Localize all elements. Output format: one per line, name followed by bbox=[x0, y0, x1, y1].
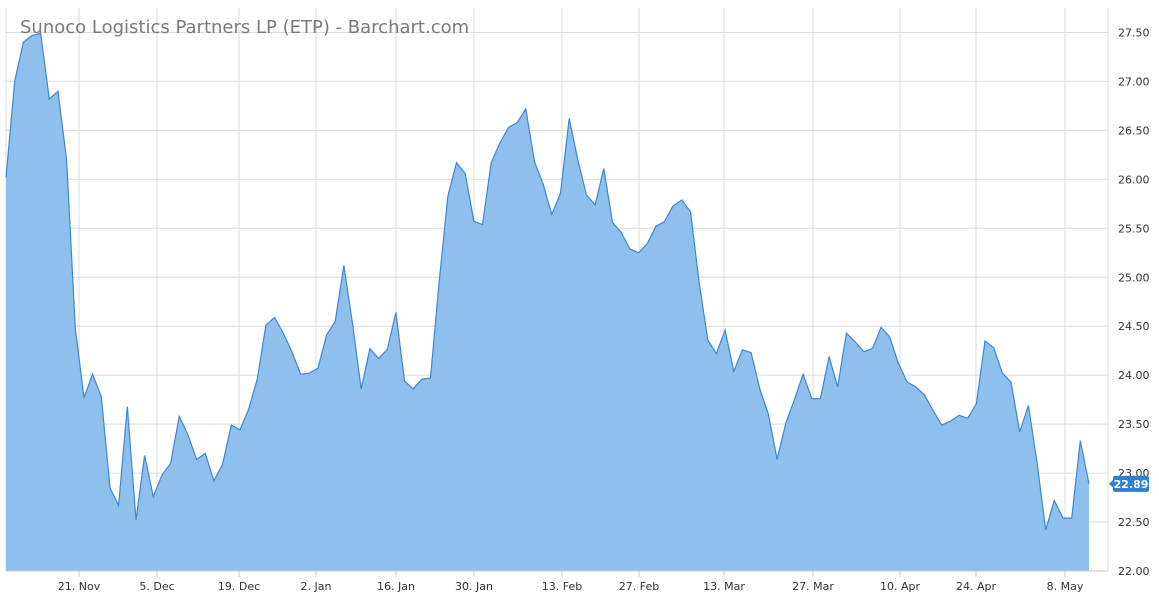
y-tick-label: 22.50 bbox=[1118, 516, 1150, 529]
x-tick-label: 27. Feb bbox=[619, 580, 659, 593]
x-tick-label: 8. May bbox=[1047, 580, 1084, 593]
y-tick-label: 25.50 bbox=[1118, 222, 1150, 235]
price-line bbox=[5, 32, 1090, 531]
x-tick-label: 30. Jan bbox=[455, 580, 493, 593]
x-tick-label: 27. Mar bbox=[792, 580, 834, 593]
x-tick-label: 19. Dec bbox=[218, 580, 260, 593]
x-tick-label: 2. Jan bbox=[301, 580, 332, 593]
last-price-label: 22.89 bbox=[1114, 478, 1149, 491]
y-tick-label: 25.00 bbox=[1118, 271, 1150, 284]
x-tick-label: 13. Feb bbox=[542, 580, 582, 593]
y-tick-label: 22.00 bbox=[1118, 565, 1150, 578]
y-tick-label: 24.00 bbox=[1118, 369, 1150, 382]
last-price-tag-pointer bbox=[1109, 479, 1113, 488]
x-tick-label: 21. Nov bbox=[58, 580, 101, 593]
chart-title: Sunoco Logistics Partners LP (ETP) - Bar… bbox=[20, 17, 469, 38]
axis-layer: 27.50 27.00 26.50 26.00 25.50 25.00 24.50 24.00… bbox=[6, 26, 1150, 593]
series-layer bbox=[5, 32, 1090, 571]
x-tick-label: 5. Dec bbox=[139, 580, 174, 593]
x-tick-label: 13. Mar bbox=[703, 580, 745, 593]
y-tick-label: 27.50 bbox=[1118, 26, 1150, 39]
last-price-tag-background bbox=[1113, 475, 1149, 492]
x-tick-label: 16. Jan bbox=[377, 580, 415, 593]
y-tick-label: 26.00 bbox=[1118, 173, 1150, 186]
y-tick-label: 27.00 bbox=[1118, 75, 1150, 88]
price-area bbox=[6, 33, 1089, 571]
x-tick-label: 24. Apr bbox=[956, 580, 996, 593]
y-tick-label: 24.50 bbox=[1118, 320, 1150, 333]
x-tick-label: 10. Apr bbox=[880, 580, 920, 593]
y-tick-label: 23.50 bbox=[1118, 418, 1150, 431]
y-tick-label: 26.50 bbox=[1118, 124, 1150, 137]
last-price-tag: 22.89 bbox=[1109, 475, 1149, 492]
